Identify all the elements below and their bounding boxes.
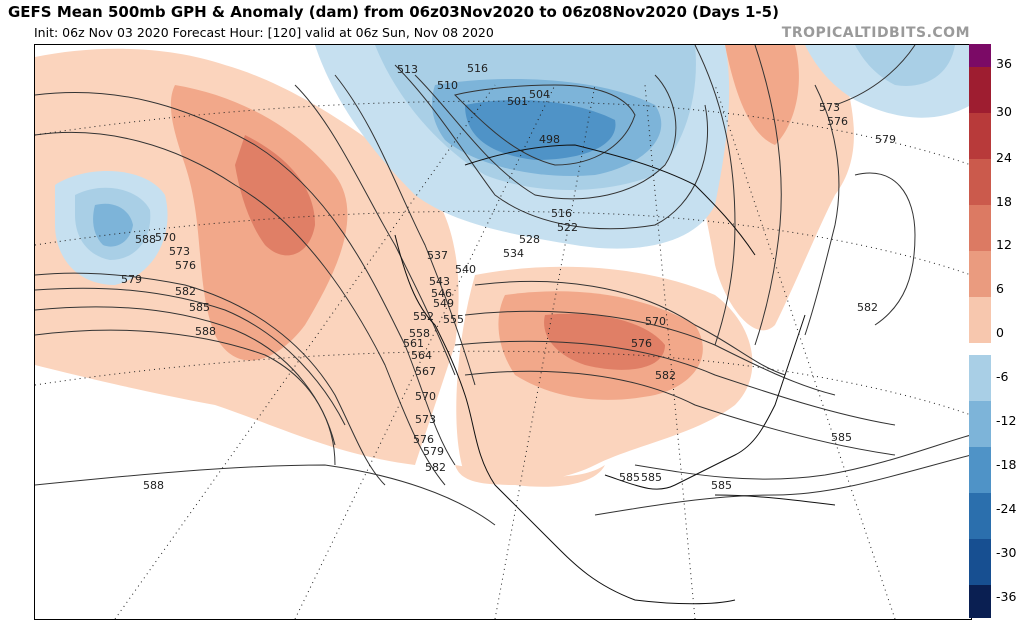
contour-label: 582 (857, 301, 878, 314)
contour-label: 537 (427, 249, 448, 262)
contour-label: 510 (437, 79, 458, 92)
colorbar-label: -24 (996, 501, 1017, 516)
contour-label: 576 (175, 259, 196, 272)
contour-label: 555 (443, 313, 464, 326)
contour-label: 561 (403, 337, 424, 350)
contour-label: 585 (831, 431, 852, 444)
contour-label: 498 (539, 133, 560, 146)
contour-label: 513 (397, 63, 418, 76)
contour-label: 573 (819, 101, 840, 114)
colorbar-label: -18 (996, 457, 1017, 472)
contour-label: 501 (507, 95, 528, 108)
contour-label: 570 (155, 231, 176, 244)
colorbar-label: 30 (996, 104, 1012, 119)
contour-label: 534 (503, 247, 524, 260)
contour-label: 585 (711, 479, 732, 492)
contour-label: 576 (631, 337, 652, 350)
contour-label: 558 (409, 327, 430, 340)
colorbar-label: 18 (996, 194, 1012, 209)
contour-label: 540 (455, 263, 476, 276)
contour-label: 588 (143, 479, 164, 492)
height-contours (35, 45, 971, 526)
contour-label: 576 (827, 115, 848, 128)
colorbar-label: -36 (996, 589, 1017, 604)
contour-label: 585 (189, 301, 210, 314)
colorbar-label: 0 (996, 325, 1004, 340)
contour-label: 570 (645, 315, 666, 328)
contour-label: 585 (619, 471, 640, 484)
graticule (35, 84, 971, 619)
colorbar-label: 24 (996, 150, 1012, 165)
colorbar-label: 12 (996, 237, 1012, 252)
contour-label: 582 (425, 461, 446, 474)
init-info: Init: 06z Nov 03 2020 Forecast Hour: [12… (34, 25, 494, 40)
map-title: GEFS Mean 500mb GPH & Anomaly (dam) from… (8, 3, 779, 21)
coastlines (394, 144, 836, 605)
contour-labels: 513 516 510 501 504 498 516 522 528 534 … (121, 62, 896, 492)
contour-label: 588 (135, 233, 156, 246)
colorbar-label: 6 (996, 281, 1004, 296)
contour-label: 582 (175, 285, 196, 298)
contour-label: 549 (433, 297, 454, 310)
colorbar-label: -30 (996, 545, 1017, 560)
brand-watermark: TROPICALTIDBITS.COM (781, 25, 970, 41)
colorbar-label: 36 (996, 56, 1012, 71)
contour-label: 579 (875, 133, 896, 146)
contour-label: 573 (415, 413, 436, 426)
contour-label: 579 (121, 273, 142, 286)
contour-label: 516 (551, 207, 572, 220)
map-area: 513 516 510 501 504 498 516 522 528 534 … (34, 44, 972, 620)
contour-label: 576 (413, 433, 434, 446)
contour-label: 564 (411, 349, 432, 362)
negative-anomaly-shading (55, 45, 971, 285)
contour-label: 567 (415, 365, 436, 378)
contour-label: 585 (641, 471, 662, 484)
contour-label: 543 (429, 275, 450, 288)
contour-label: 546 (431, 287, 452, 300)
colorbar (969, 44, 991, 618)
contour-label: 516 (467, 62, 488, 75)
contour-label: 579 (423, 445, 444, 458)
contour-label: 570 (415, 390, 436, 403)
contour-label: 573 (169, 245, 190, 258)
contour-label: 522 (557, 221, 578, 234)
contour-label: 528 (519, 233, 540, 246)
contour-label: 582 (655, 369, 676, 382)
colorbar-label: -6 (996, 369, 1009, 384)
contour-label: 552 (413, 310, 434, 323)
contour-label: 504 (529, 88, 550, 101)
colorbar-label: -12 (996, 413, 1017, 428)
map-svg: 513 516 510 501 504 498 516 522 528 534 … (35, 45, 971, 619)
contour-label: 588 (195, 325, 216, 338)
